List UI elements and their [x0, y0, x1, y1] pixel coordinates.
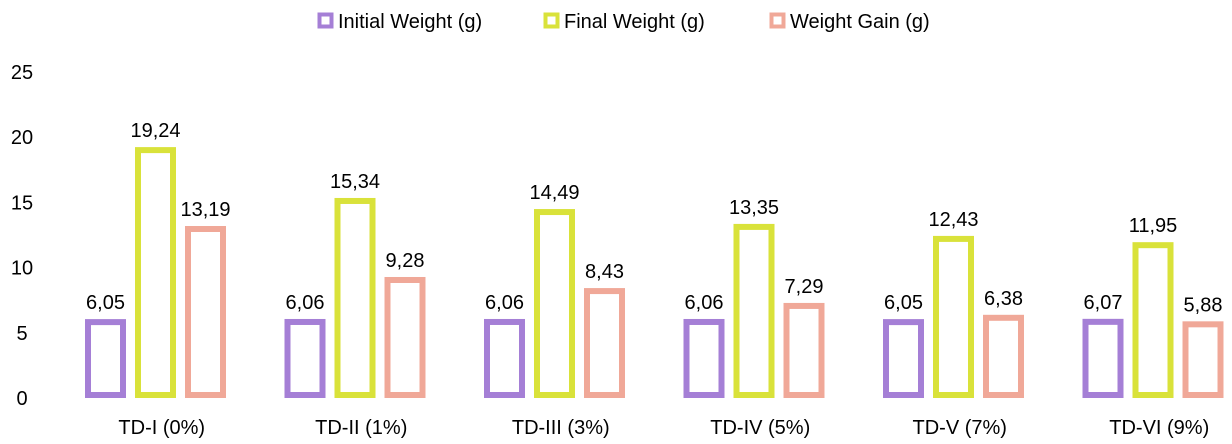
x-tick-label: TD-III (3%) — [512, 417, 610, 439]
data-label: 6,05 — [86, 292, 125, 314]
legend: Initial Weight (g) Final Weight (g) Weight… — [317, 11, 930, 33]
y-tick-label: 5 — [16, 323, 27, 345]
data-label: 19,24 — [130, 120, 180, 142]
x-axis: TD-I (0%) TD-II (1%) TD-III (3%) TD-IV (5%)… — [118, 417, 1209, 439]
bars — [85, 147, 1224, 399]
data-label: 12,43 — [928, 209, 978, 231]
bar-initial-weight — [1082, 318, 1124, 398]
bar-initial-weight — [85, 319, 126, 398]
bar-final-weight — [534, 209, 575, 398]
data-label: 6,06 — [485, 292, 524, 314]
data-label: 13,35 — [729, 197, 779, 219]
x-tick-label: TD-II (1%) — [315, 417, 407, 439]
bar-initial-weight — [284, 318, 326, 398]
bar-final-weight — [334, 197, 376, 398]
data-label: 7,29 — [785, 276, 824, 298]
bar-weight-gain — [584, 288, 625, 399]
data-label: 8,43 — [585, 261, 624, 283]
bar-final-weight — [933, 235, 974, 398]
y-tick-label: 10 — [11, 258, 33, 280]
data-label: 9,28 — [386, 250, 425, 272]
bar-final-weight — [733, 223, 775, 398]
x-tick-label: TD-V (7%) — [913, 417, 1007, 439]
data-label: 15,34 — [330, 171, 380, 193]
legend-swatch-weight-gain — [769, 12, 786, 29]
bar-initial-weight — [484, 318, 525, 398]
bar-initial-weight — [683, 318, 725, 398]
y-axis: 0 5 10 15 20 25 — [11, 62, 33, 410]
data-label: 13,19 — [180, 199, 230, 221]
x-tick-label: TD-IV (5%) — [710, 417, 810, 439]
y-tick-label: 25 — [11, 62, 33, 84]
legend-swatch-final-weight — [543, 12, 560, 29]
bar-initial-weight — [883, 319, 924, 398]
bar-weight-gain — [983, 314, 1024, 399]
x-tick-label: TD-I (0%) — [118, 417, 205, 439]
legend-swatch-initial-weight — [317, 12, 334, 29]
bar-weight-gain — [384, 276, 426, 398]
bar-weight-gain — [185, 226, 226, 398]
data-label: 6,06 — [685, 292, 724, 314]
legend-label-initial-weight: Initial Weight (g) — [338, 11, 482, 33]
x-tick-label: TD-VI (9%) — [1109, 417, 1209, 439]
bar-final-weight — [1132, 242, 1174, 398]
data-label: 11,95 — [1129, 215, 1178, 237]
bar-weight-gain — [1182, 321, 1224, 398]
data-label: 6,07 — [1084, 292, 1123, 314]
data-label: 6,05 — [884, 292, 923, 314]
data-label: 5,88 — [1184, 294, 1223, 316]
bar-final-weight — [135, 147, 176, 398]
legend-label-final-weight: Final Weight (g) — [564, 11, 705, 33]
legend-label-weight-gain: Weight Gain (g) — [790, 11, 930, 33]
data-label: 6,38 — [984, 288, 1023, 310]
y-tick-label: 20 — [11, 127, 33, 149]
y-tick-label: 0 — [16, 388, 27, 410]
data-label: 14,49 — [529, 182, 579, 204]
data-labels: 6,05 19,24 13,19 6,06 15,34 9,28 6,06 14,49 8,43… — [86, 120, 1222, 316]
y-tick-label: 15 — [11, 192, 33, 214]
bar-weight-gain — [783, 302, 825, 398]
data-label: 6,06 — [286, 292, 325, 314]
